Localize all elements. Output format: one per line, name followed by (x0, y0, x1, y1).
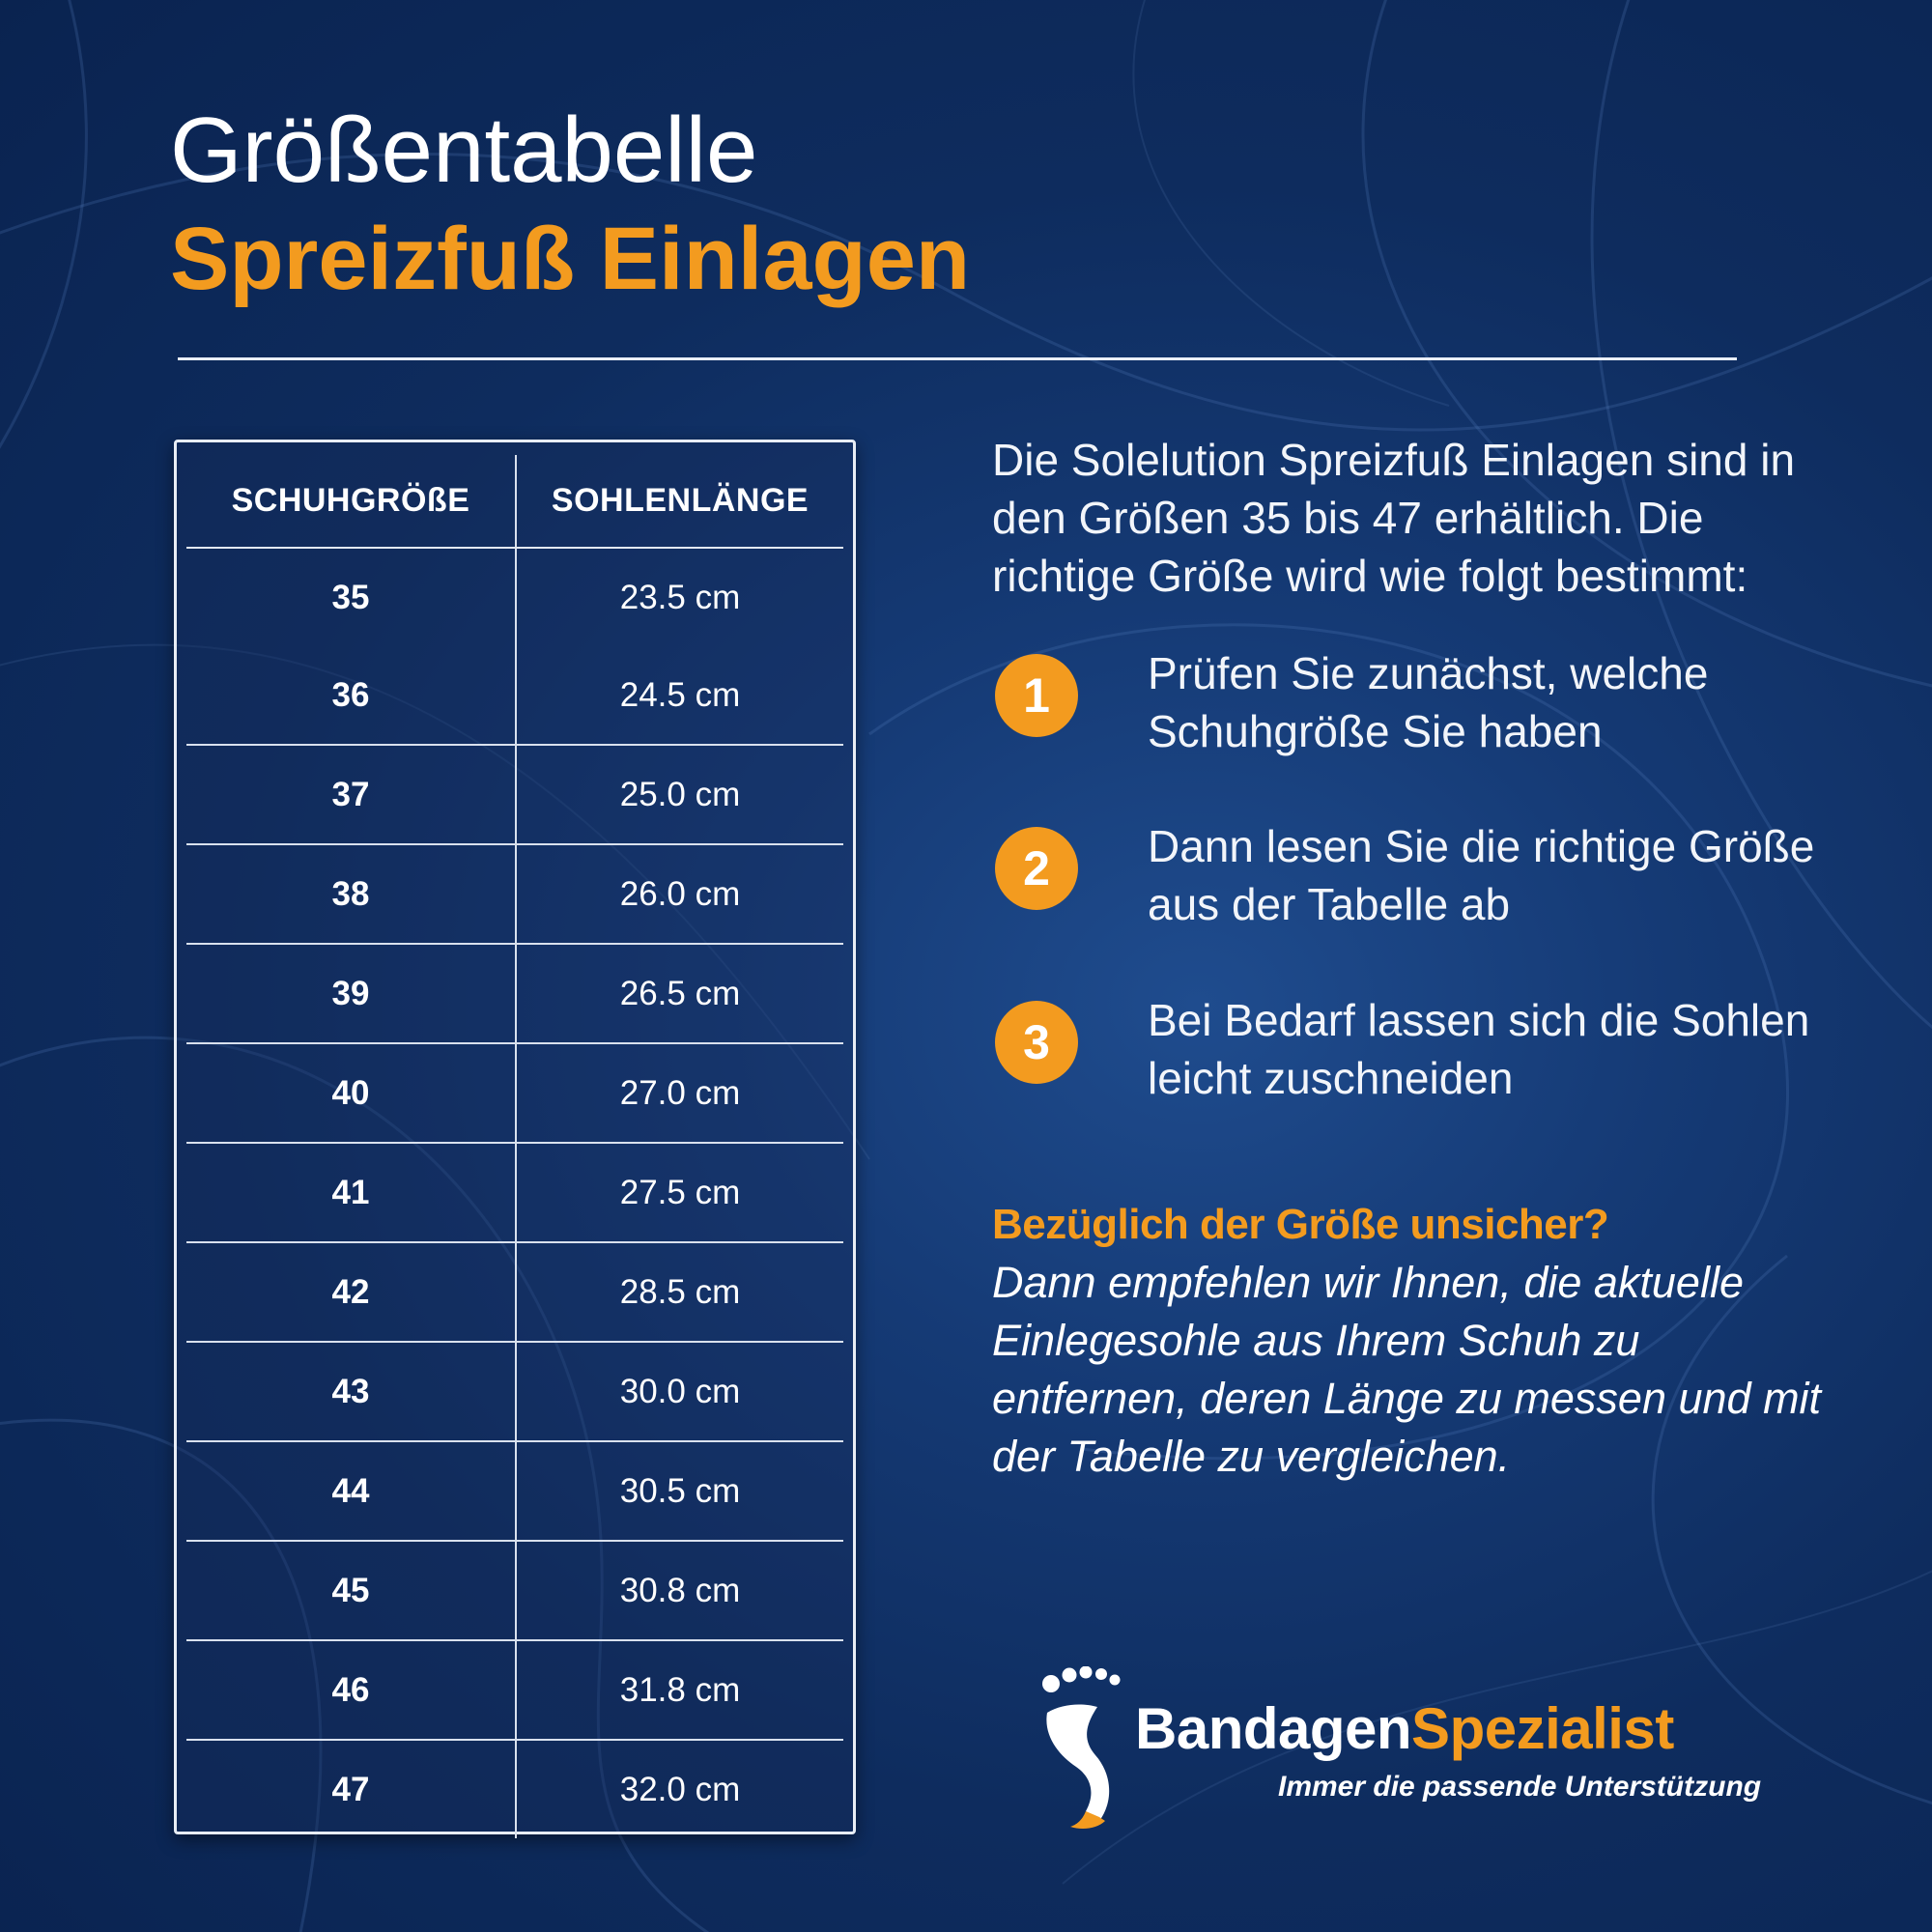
table-row: 39 26.5 cm (186, 943, 843, 1043)
intro-text: Die Solelution Spreizfuß Einlagen sind i… (992, 435, 1796, 601)
table-body: 35 23.5 cm 36 24.5 cm 37 25.0 cm 38 26.0 cm 39 26… (186, 547, 843, 1838)
shoe-size-cell: 42 (186, 1241, 517, 1342)
title-divider (178, 357, 1737, 360)
step-number-badge: 2 (995, 827, 1078, 910)
table-row: 44 30.5 cm (186, 1440, 843, 1541)
sole-length-cell: 26.5 cm (516, 943, 843, 1043)
step-1: 1 Prüfen Sie zunächst, welche Schuhgröße… (995, 648, 1864, 780)
step-number-badge: 1 (995, 654, 1078, 737)
step-text: Prüfen Sie zunächst, welche Schuhgröße S… (1148, 648, 1709, 756)
shoe-size-cell: 45 (186, 1540, 517, 1640)
table-row: 41 27.5 cm (186, 1142, 843, 1242)
table-row: 43 30.0 cm (186, 1341, 843, 1441)
shoe-size-cell: 37 (186, 744, 517, 844)
page-subtitle: Spreizfuß Einlagen (170, 210, 971, 308)
step-text: Bei Bedarf lassen sich die Sohlen leicht… (1148, 995, 1810, 1103)
shoe-size-cell: 35 (186, 547, 517, 646)
table-row: 45 30.8 cm (186, 1540, 843, 1640)
sole-length-cell: 31.8 cm (516, 1639, 843, 1740)
table-row: 40 27.0 cm (186, 1042, 843, 1143)
sole-length-cell: 25.0 cm (516, 744, 843, 844)
step-3: 3 Bei Bedarf lassen sich die Sohlen leic… (995, 995, 1864, 1126)
step-2: 2 Dann lesen Sie die richtige Größe aus … (995, 821, 1864, 952)
table-row: 47 32.0 cm (186, 1739, 843, 1838)
sole-length-cell: 27.0 cm (516, 1042, 843, 1143)
table-row: 42 28.5 cm (186, 1241, 843, 1342)
table-header-row: SCHUHGRÖßE SOHLENLÄNGE (186, 455, 843, 549)
sole-length-cell: 24.5 cm (619, 675, 741, 714)
sole-length-cell: 27.5 cm (516, 1142, 843, 1242)
brand-tagline: Immer die passende Unterstützung (1278, 1771, 1762, 1803)
shoe-size-cell: 39 (186, 943, 517, 1043)
sole-length-cell: 23.5 cm (516, 547, 843, 646)
faq-answer: Dann empfehlen wir Ihnen, die aktuelle E… (992, 1258, 1822, 1481)
brand-name-part-1: Bandagen (1135, 1696, 1412, 1761)
sole-length-cell: 30.5 cm (516, 1440, 843, 1541)
shoe-size-cell: 36 (186, 646, 517, 745)
shoe-size-cell: 41 (186, 1142, 517, 1242)
footprint-icon (1042, 1666, 1121, 1829)
table-row: 38 26.0 cm (186, 843, 843, 944)
shoe-size-cell: 44 (186, 1440, 517, 1541)
step-number-badge: 3 (995, 1001, 1078, 1084)
sole-length-cell: 32.0 cm (516, 1739, 843, 1838)
sole-length-cell: 26.0 cm (516, 843, 843, 944)
page-title: Größentabelle (170, 99, 758, 202)
sole-length-cell: 28.5 cm (516, 1241, 843, 1342)
size-table: SCHUHGRÖßE SOHLENLÄNGE 35 23.5 cm 36 24.5 c… (186, 455, 843, 1838)
brand-name-part-2: Spezialist (1411, 1696, 1674, 1761)
sole-length-cell: 30.8 cm (516, 1540, 843, 1640)
size-table-frame: SCHUHGRÖßE SOHLENLÄNGE 35 23.5 cm 36 24.5 c… (174, 440, 856, 1838)
shoe-size-cell: 40 (186, 1042, 517, 1143)
table-row: 46 31.8 cm (186, 1639, 843, 1740)
shoe-size-cell: 47 (186, 1739, 517, 1838)
shoe-size-cell: 38 (186, 843, 517, 944)
table-row: 37 25.0 cm (186, 744, 843, 844)
header-sole-length: SOHLENLÄNGE (516, 455, 843, 549)
table-row: 36 24.5 cm (186, 646, 843, 745)
table-row: 35 23.5 cm (186, 547, 843, 646)
shoe-size-cell: 46 (186, 1639, 517, 1740)
brand-name: BandagenSpezialist (1135, 1700, 1674, 1758)
faq-question: Bezüglich der Größe unsicher? (992, 1201, 1609, 1248)
shoe-size-cell: 43 (186, 1341, 517, 1441)
sole-length-cell: 30.0 cm (516, 1341, 843, 1441)
step-text: Dann lesen Sie die richtige Größe aus de… (1148, 821, 1815, 929)
header-shoe-size: SCHUHGRÖßE (186, 455, 517, 549)
